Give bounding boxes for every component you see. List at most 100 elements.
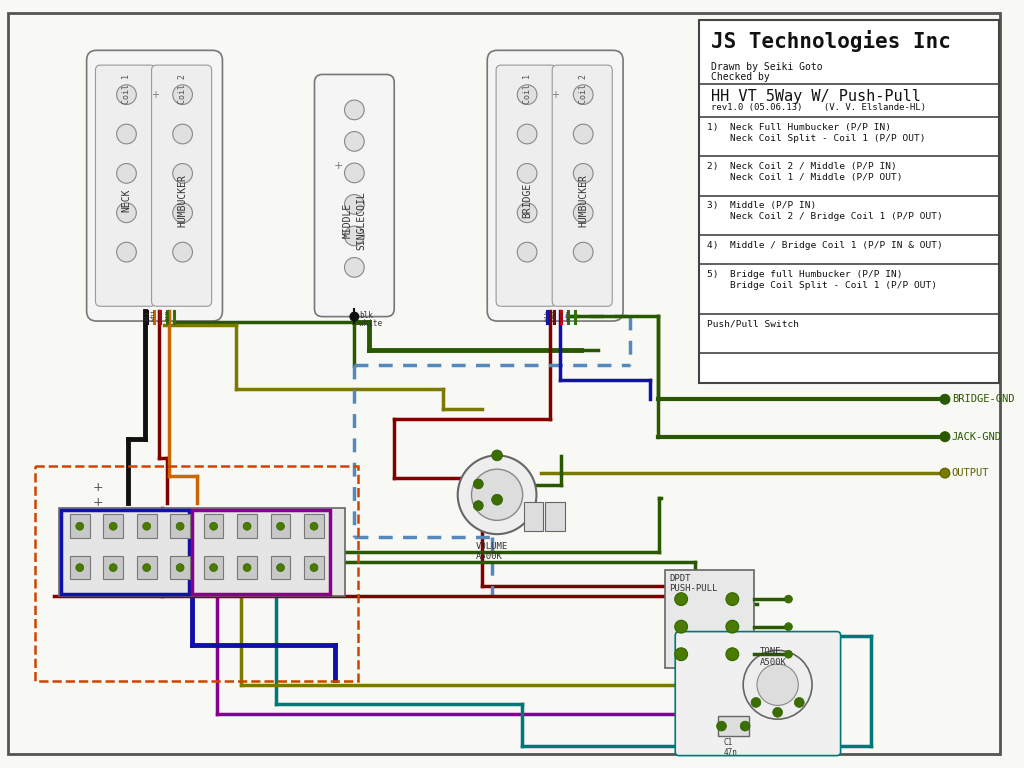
FancyBboxPatch shape	[170, 515, 190, 538]
Circle shape	[310, 564, 317, 571]
Text: red: red	[558, 310, 563, 320]
Circle shape	[757, 664, 799, 706]
Text: rev1.0 (05.06.13)    (V. V. Elslande-HL): rev1.0 (05.06.13) (V. V. Elslande-HL)	[711, 103, 926, 112]
Circle shape	[940, 394, 950, 404]
FancyBboxPatch shape	[496, 65, 556, 306]
Text: Coil 2: Coil 2	[579, 74, 588, 104]
FancyBboxPatch shape	[103, 556, 123, 579]
Circle shape	[344, 163, 365, 183]
Text: +: +	[551, 90, 559, 100]
Circle shape	[726, 621, 738, 633]
Circle shape	[117, 124, 136, 144]
Text: blk: blk	[545, 310, 550, 320]
Circle shape	[573, 164, 593, 184]
Circle shape	[940, 432, 950, 442]
FancyBboxPatch shape	[170, 556, 190, 579]
FancyBboxPatch shape	[552, 65, 612, 306]
Bar	[59, 508, 344, 596]
Circle shape	[176, 564, 184, 571]
Circle shape	[344, 100, 365, 120]
Circle shape	[173, 84, 193, 104]
Circle shape	[210, 564, 217, 571]
FancyBboxPatch shape	[204, 515, 223, 538]
Bar	[191, 509, 330, 594]
Text: NECK: NECK	[122, 189, 131, 212]
Circle shape	[276, 564, 285, 571]
Bar	[36, 466, 358, 680]
Text: Neck Coil Split - Coil 1 (P/P OUT): Neck Coil Split - Coil 1 (P/P OUT)	[707, 134, 926, 143]
FancyBboxPatch shape	[95, 65, 156, 306]
Text: 4)  Middle / Bridge Coil 1 (P/P IN & OUT): 4) Middle / Bridge Coil 1 (P/P IN & OUT)	[707, 241, 942, 250]
Circle shape	[471, 469, 522, 521]
Text: DPDT
PUSH-PULL: DPDT PUSH-PULL	[670, 574, 718, 593]
Text: blk: blk	[359, 311, 373, 319]
Circle shape	[726, 648, 738, 660]
Text: 3)  Middle (P/P IN): 3) Middle (P/P IN)	[707, 201, 816, 210]
Circle shape	[675, 593, 687, 605]
Circle shape	[573, 84, 593, 104]
Text: C1
47n: C1 47n	[724, 738, 737, 757]
Text: HUMBUCKER: HUMBUCKER	[177, 174, 187, 227]
Circle shape	[176, 522, 184, 530]
Circle shape	[110, 564, 117, 571]
FancyBboxPatch shape	[70, 556, 89, 579]
Circle shape	[573, 203, 593, 223]
Circle shape	[675, 648, 687, 660]
Text: +: +	[93, 482, 103, 495]
Circle shape	[76, 522, 84, 530]
Circle shape	[142, 522, 151, 530]
Circle shape	[173, 242, 193, 262]
Text: Drawn by Seiki Goto: Drawn by Seiki Goto	[711, 61, 822, 71]
FancyBboxPatch shape	[238, 556, 257, 579]
Bar	[666, 570, 754, 668]
Circle shape	[784, 595, 793, 603]
FancyBboxPatch shape	[238, 515, 257, 538]
Bar	[61, 509, 189, 594]
Text: grn: grn	[165, 310, 170, 320]
Circle shape	[117, 164, 136, 184]
Circle shape	[492, 495, 503, 505]
Text: Neck Coil 1 / Middle (P/P OUT): Neck Coil 1 / Middle (P/P OUT)	[707, 173, 902, 182]
Text: Bridge Coil Split - Coil 1 (P/P OUT): Bridge Coil Split - Coil 1 (P/P OUT)	[707, 281, 937, 290]
FancyBboxPatch shape	[487, 51, 623, 321]
Text: blk: blk	[144, 310, 150, 320]
FancyBboxPatch shape	[270, 556, 291, 579]
Text: grn: grn	[565, 310, 570, 320]
Text: BRIDGE: BRIDGE	[522, 183, 532, 218]
Circle shape	[517, 242, 537, 262]
Text: TONE
A500K: TONE A500K	[760, 647, 786, 667]
FancyBboxPatch shape	[270, 515, 291, 538]
Circle shape	[751, 697, 761, 707]
FancyBboxPatch shape	[152, 65, 212, 306]
FancyBboxPatch shape	[87, 51, 222, 321]
Circle shape	[743, 650, 812, 719]
Text: Coil 1: Coil 1	[522, 74, 531, 104]
Text: white: white	[359, 319, 382, 328]
Circle shape	[517, 203, 537, 223]
Bar	[718, 717, 750, 736]
Circle shape	[740, 721, 750, 731]
Circle shape	[117, 203, 136, 223]
FancyBboxPatch shape	[204, 556, 223, 579]
Circle shape	[784, 623, 793, 631]
FancyBboxPatch shape	[137, 556, 157, 579]
Circle shape	[492, 450, 503, 461]
Circle shape	[276, 522, 285, 530]
Circle shape	[773, 707, 782, 717]
FancyBboxPatch shape	[546, 502, 565, 531]
Circle shape	[310, 522, 317, 530]
FancyBboxPatch shape	[103, 515, 123, 538]
Circle shape	[717, 721, 726, 731]
Text: +: +	[93, 496, 103, 509]
Circle shape	[784, 650, 793, 658]
Text: red: red	[158, 310, 163, 320]
Text: Checked by: Checked by	[711, 72, 769, 82]
Circle shape	[940, 468, 950, 478]
Text: 2)  Neck Coil 2 / Middle (P/P IN): 2) Neck Coil 2 / Middle (P/P IN)	[707, 162, 896, 171]
Circle shape	[344, 226, 365, 246]
Text: JACK-GND: JACK-GND	[952, 432, 1001, 442]
Circle shape	[458, 455, 537, 534]
Text: HUMBUCKER: HUMBUCKER	[579, 174, 588, 227]
Circle shape	[726, 593, 738, 605]
Circle shape	[517, 124, 537, 144]
